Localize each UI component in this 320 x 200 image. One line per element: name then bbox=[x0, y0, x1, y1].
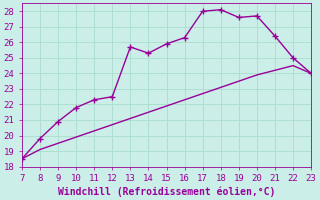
X-axis label: Windchill (Refroidissement éolien,°C): Windchill (Refroidissement éolien,°C) bbox=[58, 186, 275, 197]
